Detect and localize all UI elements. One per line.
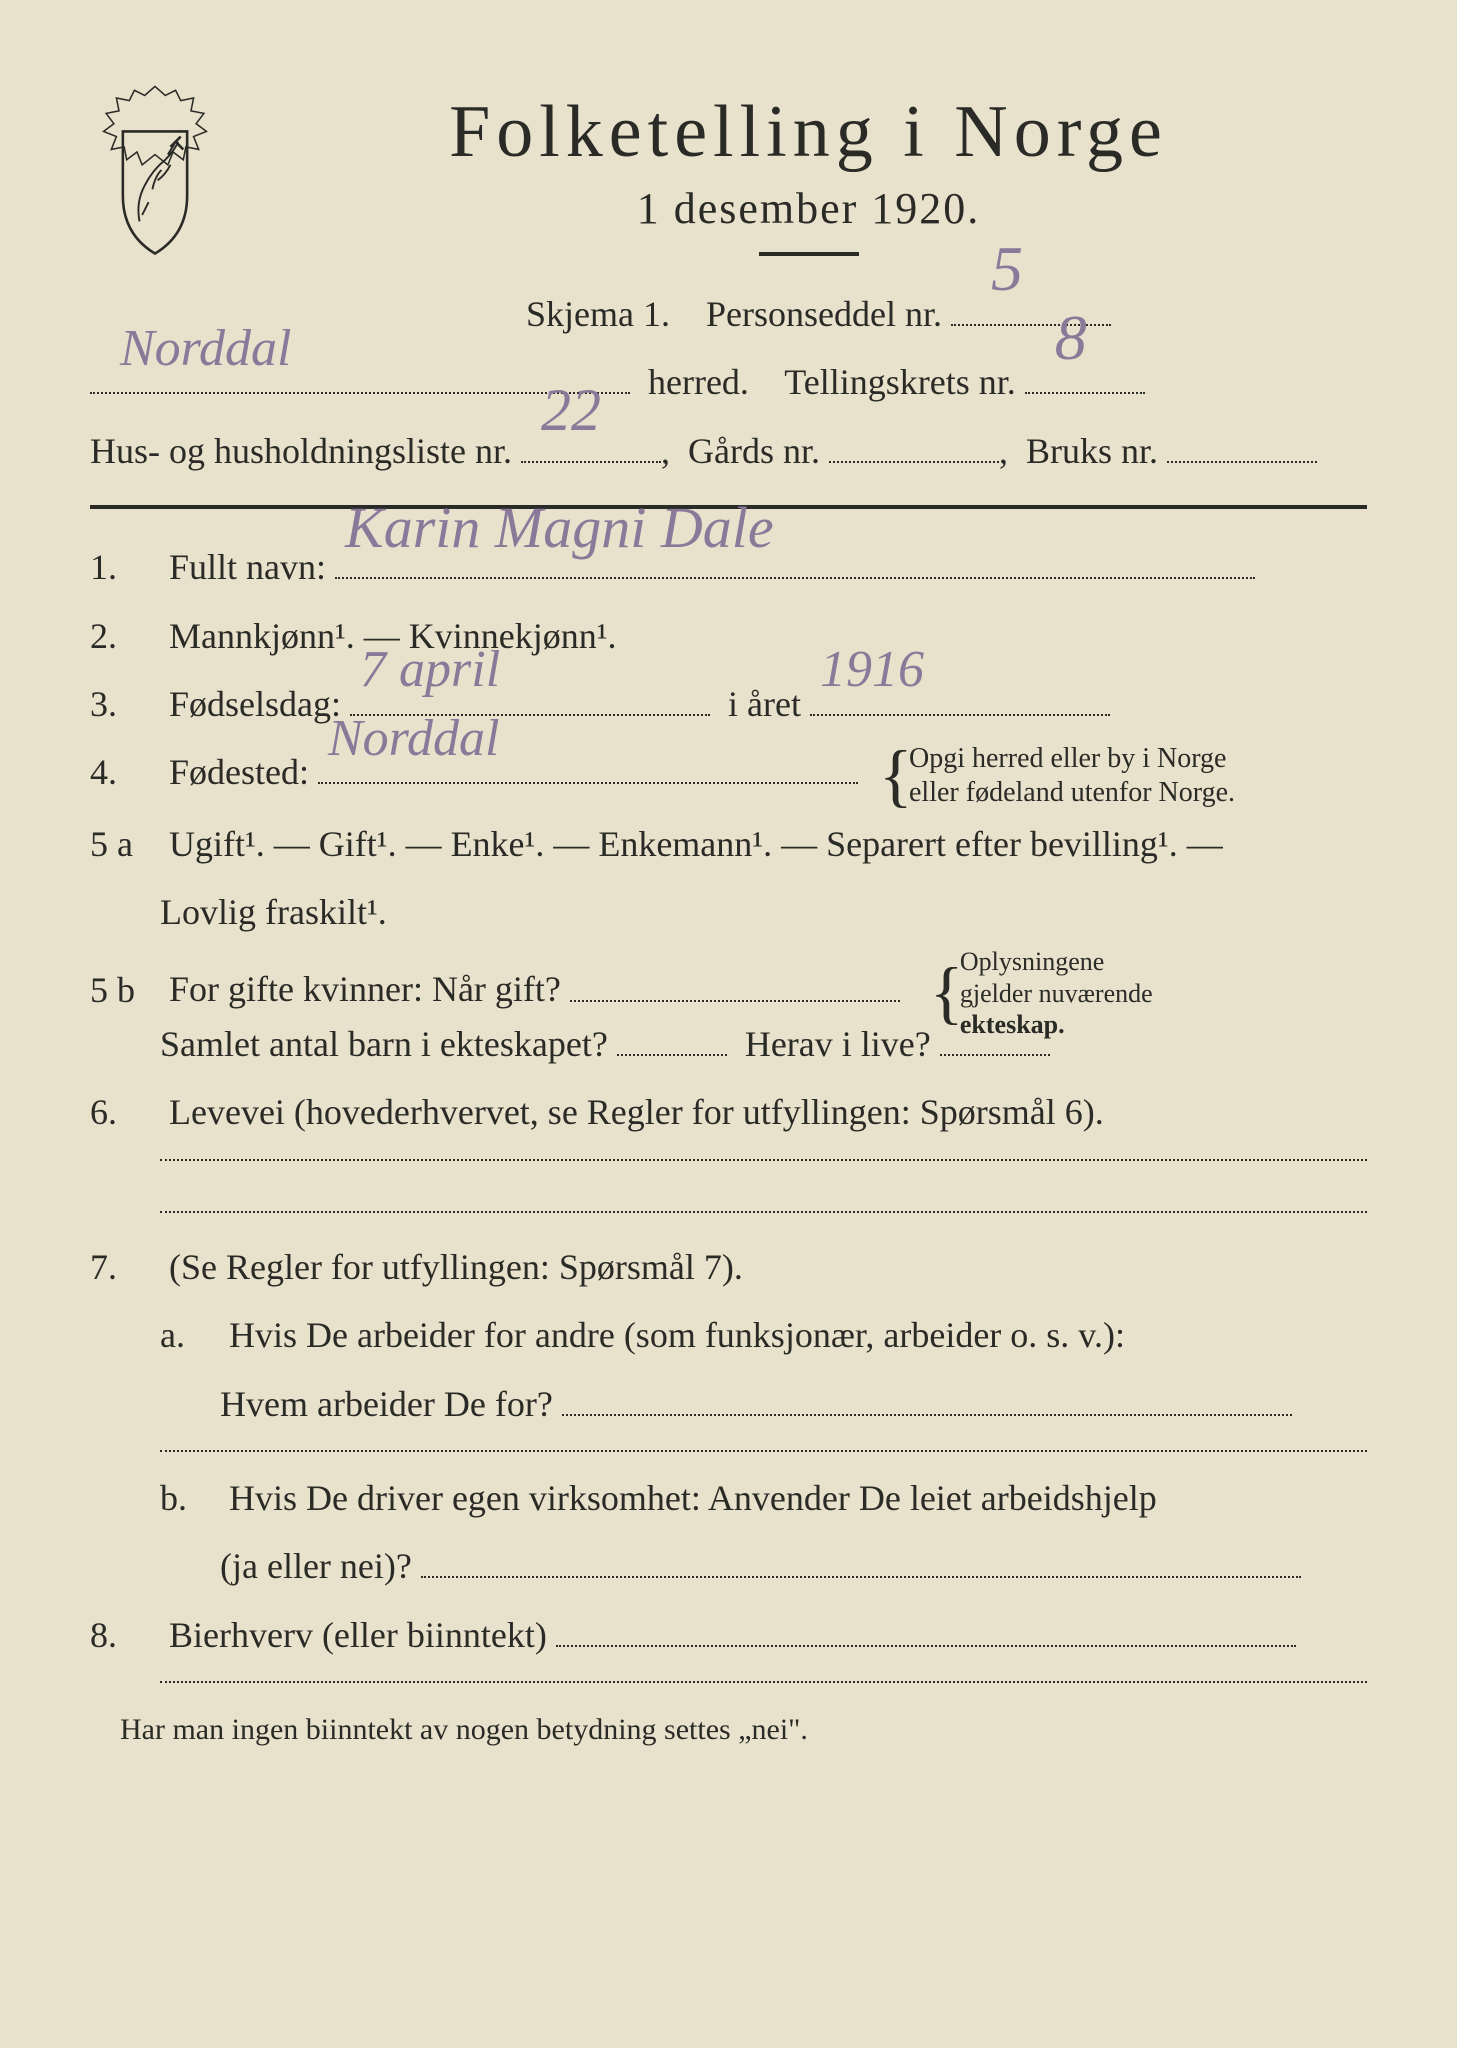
q1-field: Karin Magni Dale [335,543,1255,579]
skjema-label: Skjema 1. [526,294,670,334]
sub-title: 1 desember 1920. [250,183,1367,234]
q7a-row2: Hvem arbeider De for? [90,1370,1367,1438]
q5a-num: 5 a [90,810,160,878]
q1-value: Karin Magni Dale [345,473,774,583]
q7a-field [562,1380,1292,1416]
q6-row: 6. Levevei (hovederhvervet, se Regler fo… [90,1078,1367,1146]
tellingskrets-field: 8 [1025,358,1145,394]
q3-year-value: 1916 [820,621,924,720]
q2-row: 2. Mannkjønn¹. — Kvinnekjønn¹. [90,602,1367,670]
row-herred: Norddal herred. Tellingskrets nr. 8 [90,348,1367,416]
q5a-text2: Lovlig fraskilt¹. [160,892,387,932]
q5b-live-field [940,1020,1050,1056]
q1-label: Fullt navn: [169,547,326,587]
q4-value: Norddal [328,690,499,789]
q5a-text: Ugift¹. — Gift¹. — Enke¹. — Enkemann¹. —… [169,824,1223,864]
q5b-row2: Samlet antal barn i ekteskapet? Herav i … [90,1010,1367,1078]
header: Folketelling i Norge 1 desember 1920. [90,80,1367,260]
q7-num: 7. [90,1233,160,1301]
coat-of-arms-icon [90,80,220,260]
personseddel-value: 5 [991,208,1023,330]
gards-field [829,427,999,463]
q7-intro: (Se Regler for utfyllingen: Spørsmål 7). [169,1247,743,1287]
q4-row: 4. Fødested: Norddal Opgi herred eller b… [90,738,1367,809]
q5b-l2b: Herav i live? [745,1024,931,1064]
bruks-field [1167,427,1317,463]
q5b-l2a: Samlet antal barn i ekteskapet? [160,1024,608,1064]
q1-row: 1. Fullt navn: Karin Magni Dale [90,533,1367,601]
q7b-field [421,1542,1301,1578]
q7a-num: a. [160,1301,220,1369]
q7a-l2: Hvem arbeider De for? [220,1384,553,1424]
q7b-row1: b. Hvis De driver egen virksomhet: Anven… [90,1464,1367,1532]
q3-mid: i året [728,684,801,724]
q7-row: 7. (Se Regler for utfyllingen: Spørsmål … [90,1233,1367,1301]
q5b-gift-field [570,966,900,1002]
personseddel-label: Personseddel nr. [706,294,942,334]
q7a-row1: a. Hvis De arbeider for andre (som funks… [90,1301,1367,1369]
herred-value: Norddal [120,300,291,399]
q8-label: Bierhverv (eller biinntekt) [169,1615,547,1655]
meta-section: Skjema 1. Personseddel nr. 5 Norddal her… [90,280,1367,485]
q7a-line [160,1450,1367,1452]
q1-num: 1. [90,533,160,601]
q4-field: Norddal [318,748,858,784]
tellingskrets-value: 8 [1055,277,1087,399]
q7b-row2: (ja eller nei)? [90,1532,1367,1600]
hushold-label: Hus- og husholdningsliste nr. [90,431,512,471]
q6-text: Levevei (hovederhvervet, se Regler for u… [169,1092,1104,1132]
q4-label: Fødested: [169,752,309,792]
title-rule [759,252,859,256]
q4-note: Opgi herred eller by i Norge eller fødel… [885,742,1235,809]
q5a-row: 5 a Ugift¹. — Gift¹. — Enke¹. — Enkemann… [90,810,1367,878]
q5b-note-l1: Oplysningene [960,947,1104,976]
bruks-label: Bruks nr. [1026,431,1158,471]
tellingskrets-label: Tellingskrets nr. [784,362,1015,402]
hushold-value: 22 [541,353,601,467]
q3-row: 3. Fødselsdag: 7 april i året 1916 [90,670,1367,738]
q8-field [556,1611,1296,1647]
q7b-l2: (ja eller nei)? [220,1546,412,1586]
main-title: Folketelling i Norge [250,90,1367,175]
q6-line2 [160,1211,1367,1213]
q4-note-l2: eller fødeland utenfor Norge. [909,777,1235,808]
q8-row: 8. Bierhverv (eller biinntekt) [90,1601,1367,1669]
q7b-num: b. [160,1464,220,1532]
q6-num: 6. [90,1078,160,1146]
hushold-field: 22 [521,427,661,463]
q5b-l1a: For gifte kvinner: Når gift? [169,970,561,1010]
q3-num: 3. [90,670,160,738]
q7a-l1: Hvis De arbeider for andre (som funksjon… [229,1315,1125,1355]
q3-label: Fødselsdag: [169,684,341,724]
q5b-barn-field [617,1020,727,1056]
q6-line1 [160,1159,1367,1161]
q3-year-field: 1916 [810,680,1110,716]
q2-num: 2. [90,602,160,670]
herred-label: herred. [648,362,749,402]
title-block: Folketelling i Norge 1 desember 1920. [250,80,1367,256]
footer-note: Har man ingen biinntekt av nogen betydni… [90,1713,1367,1747]
q8-num: 8. [90,1601,160,1669]
gards-label: Gårds nr. [688,431,820,471]
q4-note-l1: Opgi herred eller by i Norge [909,743,1227,774]
q8-line [160,1681,1367,1683]
q7b-l1: Hvis De driver egen virksomhet: Anvender… [229,1478,1157,1518]
q5a-row2: Lovlig fraskilt¹. [90,878,1367,946]
q4-num: 4. [90,738,160,806]
q5b-note-l2: gjelder nuværende [960,979,1153,1008]
personseddel-field: 5 [951,290,1111,326]
